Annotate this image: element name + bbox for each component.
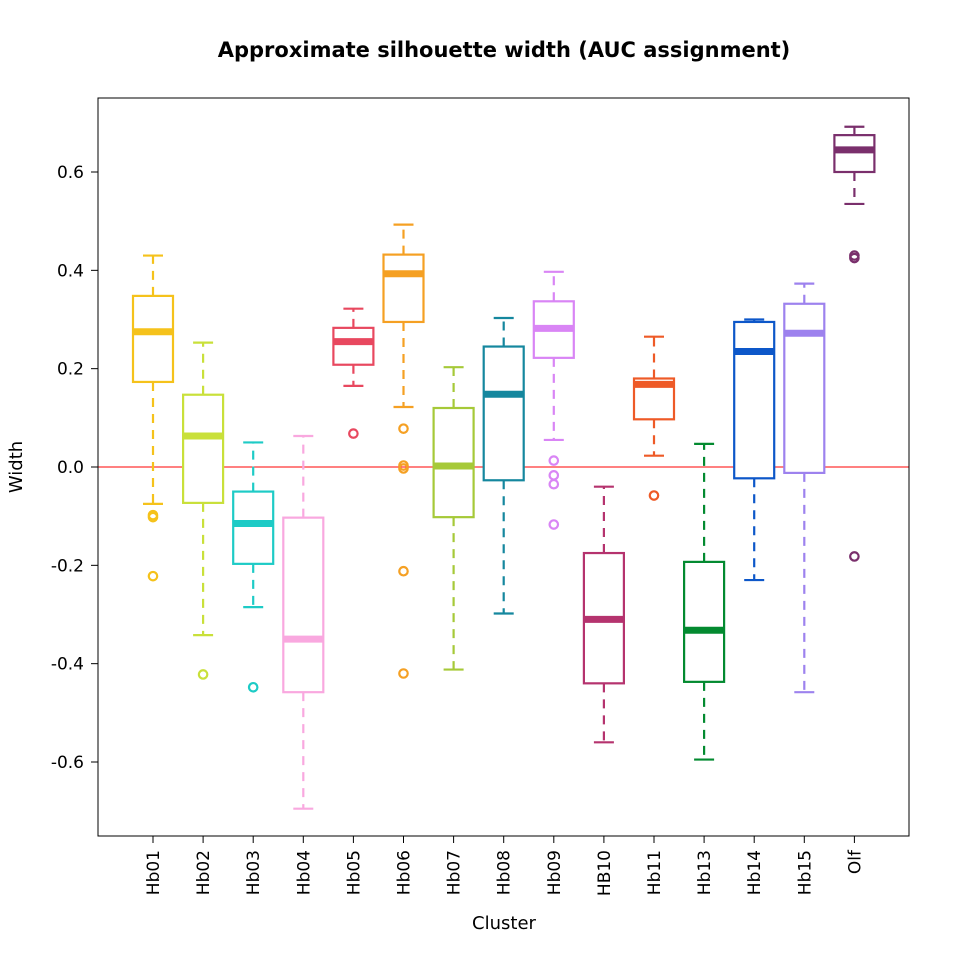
y-tick-label: 0.6 [57, 163, 84, 183]
box-group [632, 335, 676, 501]
x-tick-label: Hb08 [495, 850, 515, 895]
outlier-point [648, 490, 660, 501]
y-tick-label: 0.0 [57, 458, 84, 478]
outlier-point [398, 668, 409, 679]
y-tick-label: -0.4 [51, 655, 84, 675]
x-tick-label: Hb14 [745, 850, 765, 895]
outlier-point [548, 519, 560, 530]
box-iqr [482, 345, 525, 482]
box-iqr [131, 294, 175, 384]
box-iqr [332, 326, 375, 366]
box-group [432, 366, 475, 671]
box-group [282, 434, 325, 810]
outlier-point [398, 565, 409, 577]
y-tick-label: -0.6 [51, 753, 84, 773]
x-axis-label: Cluster [472, 913, 536, 934]
outlier-point [348, 428, 359, 439]
box-iqr [733, 320, 776, 480]
outlier-point [398, 423, 409, 434]
x-tick-label: Hb11 [645, 850, 665, 895]
box-group [783, 282, 826, 694]
box-group [682, 442, 726, 761]
y-tick-label: 0.2 [57, 360, 84, 380]
box-iqr [783, 302, 826, 474]
outlier-point [548, 478, 560, 490]
chart-title: Approximate silhouette width (AUC assign… [218, 38, 791, 62]
box-iqr [232, 490, 275, 565]
x-tick-label: Hb04 [294, 850, 314, 895]
box-iqr [282, 516, 325, 694]
x-tick-label: Hb03 [244, 850, 264, 895]
box-group [833, 125, 876, 562]
x-tick-label: Hb05 [344, 850, 364, 895]
box-iqr [682, 560, 726, 683]
x-tick-label: Hb06 [395, 850, 415, 895]
outlier-point [247, 681, 259, 693]
box-iqr [833, 134, 876, 174]
y-axis-label: Width [6, 441, 27, 493]
outlier-point [197, 669, 209, 680]
outlier-point [849, 551, 860, 562]
x-tick-label: Hb09 [545, 850, 565, 895]
outlier-point [849, 252, 860, 264]
x-tick-label: HB10 [595, 850, 615, 896]
outlier-point [147, 511, 159, 523]
outlier-point [147, 570, 159, 582]
plot-area [98, 125, 909, 810]
box-group [131, 254, 175, 582]
box-group [232, 441, 275, 693]
x-tick-label: Olf [845, 849, 865, 874]
x-tick-label: Hb15 [795, 850, 815, 895]
box-group [332, 307, 375, 439]
box-group [733, 318, 776, 582]
box-group [382, 223, 425, 679]
box-group [182, 341, 225, 680]
box-group [582, 485, 626, 744]
outlier-point [548, 470, 560, 481]
x-tick-label: Hb01 [144, 850, 164, 895]
outlier-point [398, 463, 409, 474]
x-tick-label: Hb02 [194, 850, 214, 895]
x-tick-label: Hb07 [445, 850, 465, 895]
outlier-point [548, 455, 560, 466]
box-group [482, 316, 525, 615]
box-group [532, 270, 575, 530]
y-tick-label: -0.2 [51, 556, 84, 576]
y-tick-label: 0.4 [57, 261, 84, 281]
box-iqr [182, 393, 225, 504]
box-iqr [382, 253, 425, 324]
x-tick-label: Hb13 [695, 850, 715, 895]
